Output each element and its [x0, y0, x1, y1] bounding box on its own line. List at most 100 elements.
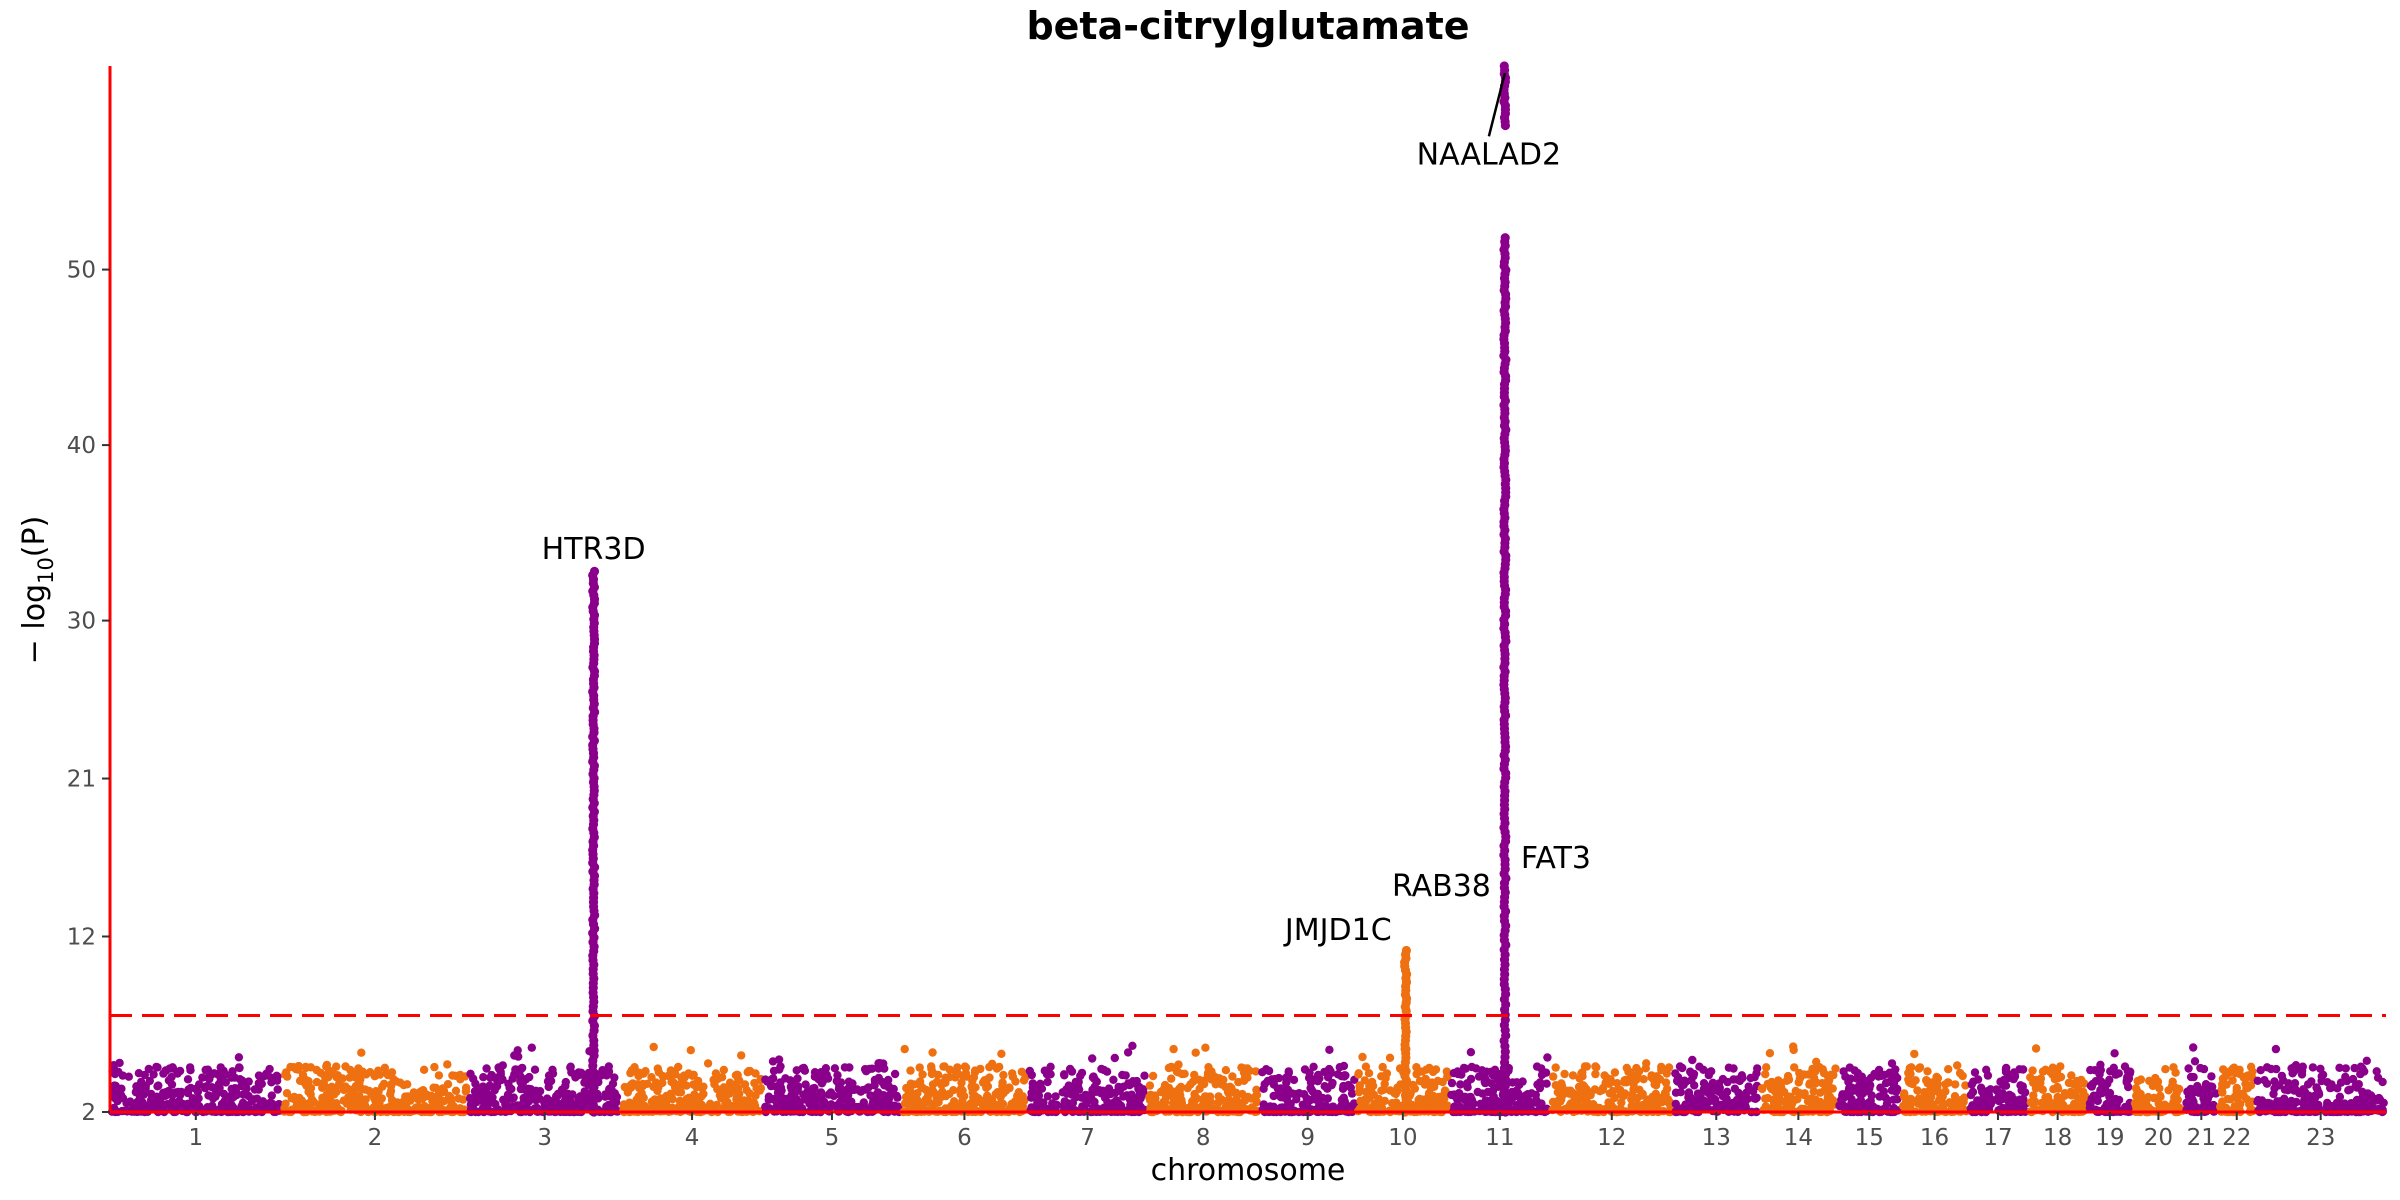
snp-point [945, 1089, 954, 1099]
snp-point [1537, 1064, 1546, 1073]
snp-point [1338, 1084, 1348, 1094]
snp-point [153, 1082, 162, 1091]
chromosome-23-points [2253, 1044, 2388, 1117]
snp-point [2362, 1056, 2371, 1066]
snp-point [751, 1069, 760, 1078]
snp-point [928, 1048, 937, 1057]
snp-point [2124, 1082, 2133, 1092]
snp-point [734, 1089, 743, 1098]
snp-point [1175, 1097, 1184, 1107]
snp-point [1364, 1069, 1374, 1078]
snp-point [2292, 1097, 2301, 1107]
y-axis-title-sub: 10 [34, 557, 58, 584]
snp-point [668, 1103, 677, 1113]
chromosome-19-points [2085, 1049, 2135, 1117]
chromosome-4-points [618, 1042, 766, 1117]
snp-point [2246, 1062, 2256, 1072]
snp-point [830, 1064, 840, 1073]
snp-point [654, 1068, 664, 1077]
snp-point [152, 1062, 161, 1072]
snp-point [571, 1073, 580, 1082]
snp-point [932, 1077, 941, 1087]
snp-point [1485, 1100, 1494, 1109]
snp-point [487, 1070, 496, 1080]
snp-point [1852, 1074, 1862, 1083]
snp-point [396, 1078, 405, 1087]
snp-point [144, 1064, 153, 1074]
snp-point [1913, 1086, 1922, 1095]
snp-point [2335, 1063, 2344, 1073]
snp-point [1786, 1092, 1795, 1102]
snp-point [1277, 1087, 1286, 1096]
x-tick-label: 7 [1080, 1125, 1095, 1151]
snp-point [146, 1089, 156, 1099]
snp-point [2001, 1081, 2011, 1090]
snp-point [1961, 1081, 1970, 1090]
peak-JMJD1C-points [1400, 945, 1412, 1117]
snp-point [918, 1070, 927, 1079]
snp-point [1358, 1052, 1367, 1062]
snp-point [2156, 1091, 2165, 1101]
snp-point [201, 1083, 210, 1093]
snp-point [1059, 1070, 1069, 1079]
snp-point [207, 1070, 216, 1080]
snp-point [1433, 1076, 1443, 1086]
x-tick-label: 5 [825, 1125, 840, 1151]
snp-point [1327, 1081, 1336, 1090]
snp-point [392, 1098, 401, 1108]
snp-point [1558, 1091, 1567, 1100]
snp-point [927, 1069, 937, 1079]
snp-point [563, 1089, 573, 1099]
snp-point [1784, 1075, 1794, 1084]
snp-point [2326, 1081, 2336, 1091]
snp-point [1140, 1071, 1149, 1080]
snp-point [168, 1063, 177, 1072]
gene-label-jmjd1c: JMJD1C [1283, 913, 1392, 948]
snp-point [814, 1074, 823, 1084]
snp-point [419, 1065, 429, 1075]
snp-point [1146, 1090, 1155, 1100]
snp-point [2040, 1102, 2049, 1111]
snp-point [792, 1066, 801, 1075]
snp-point [1953, 1061, 1962, 1070]
snp-point [2098, 1088, 2107, 1098]
snp-point [1174, 1060, 1183, 1069]
snp-point [2273, 1097, 2282, 1106]
snp-point [1442, 1103, 1452, 1112]
snp-point [1008, 1069, 1017, 1078]
snp-point [1889, 1103, 1899, 1113]
snp-point [1145, 1081, 1155, 1090]
snp-point [2266, 1064, 2276, 1074]
x-tick-label: 18 [2043, 1125, 2072, 1151]
snp-point [2263, 1098, 2273, 1108]
snp-point [227, 1073, 236, 1082]
snp-point [1582, 1084, 1591, 1094]
snp-point [1449, 1090, 1459, 1099]
snp-point [1422, 1099, 1432, 1108]
snp-point [2378, 1077, 2387, 1087]
snp-point [1329, 1102, 1338, 1111]
snp-point [298, 1070, 308, 1080]
snp-point [811, 1094, 821, 1104]
snp-point [2219, 1065, 2228, 1074]
snp-point [434, 1093, 443, 1103]
snp-point [1627, 1095, 1636, 1104]
snp-point [1531, 1090, 1541, 1100]
snp-point [710, 1079, 719, 1089]
snp-point [706, 1099, 715, 1109]
snp-point [1647, 1073, 1656, 1082]
snp-point [173, 1103, 182, 1112]
snp-point [198, 1073, 207, 1082]
snp-point [2031, 1044, 2041, 1053]
snp-point [719, 1065, 728, 1075]
snp-point [386, 1080, 395, 1089]
snp-point [1655, 1075, 1665, 1084]
snp-point [884, 1094, 894, 1104]
snp-point [1983, 1094, 1992, 1104]
snp-point [1736, 1092, 1745, 1101]
snp-point [1860, 1087, 1870, 1097]
gene-label-fat3: FAT3 [1521, 841, 1591, 876]
snp-point [889, 1084, 898, 1094]
snp-point [1610, 1068, 1620, 1077]
snp-point [2090, 1066, 2100, 1075]
